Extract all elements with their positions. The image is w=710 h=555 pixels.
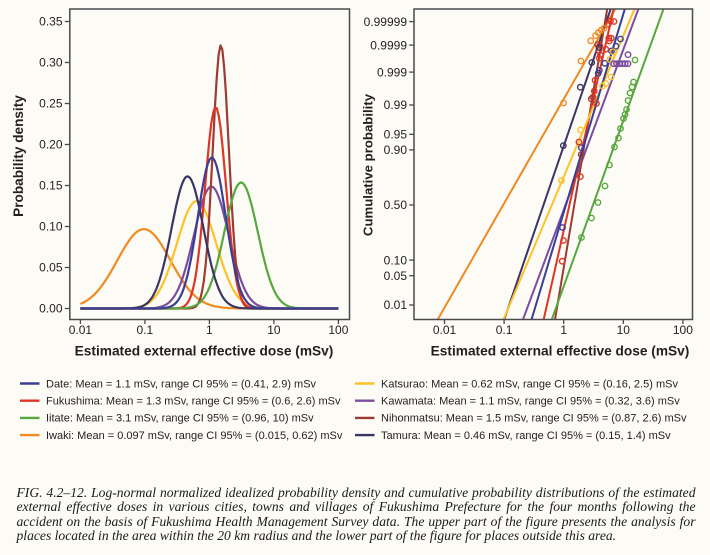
svg-text:0.00: 0.00 — [39, 302, 63, 316]
svg-text:Tamura: Mean = 0.46 mSv, range: Tamura: Mean = 0.46 mSv, range CI 95% = … — [381, 430, 671, 442]
svg-text:Estimated external effective d: Estimated external effective dose (mSv) — [431, 344, 690, 359]
svg-text:1: 1 — [560, 323, 567, 337]
svg-text:Iitate: Mean = 3.1 mSv, range: Iitate: Mean = 3.1 mSv, range CI 95% = (… — [46, 413, 314, 425]
svg-text:Iwaki: Mean = 0.097 mSv, range: Iwaki: Mean = 0.097 mSv, range CI 95% = … — [46, 430, 343, 442]
svg-text:0.1: 0.1 — [137, 323, 154, 337]
svg-text:Cumulative probability: Cumulative probability — [361, 93, 376, 236]
svg-text:1: 1 — [206, 323, 213, 337]
svg-text:Estimated external effective d: Estimated external effective dose (mSv) — [75, 344, 334, 359]
svg-text:0.50: 0.50 — [384, 198, 408, 212]
svg-text:Nihonmatsu: Mean = 1.5 mSv, ra: Nihonmatsu: Mean = 1.5 mSv, range CI 95%… — [381, 413, 687, 425]
svg-text:Fukushima: Mean = 1.3 mSv, ran: Fukushima: Mean = 1.3 mSv, range CI 95% … — [46, 396, 341, 408]
svg-text:0.999: 0.999 — [377, 65, 407, 79]
svg-text:0.10: 0.10 — [39, 220, 63, 234]
svg-text:0.25: 0.25 — [39, 97, 63, 111]
svg-text:0.1: 0.1 — [496, 323, 513, 337]
svg-text:0.99999: 0.99999 — [364, 15, 408, 29]
svg-text:0.01: 0.01 — [69, 323, 93, 337]
svg-text:0.10: 0.10 — [384, 253, 408, 267]
svg-text:0.01: 0.01 — [384, 298, 408, 312]
svg-text:0.99: 0.99 — [384, 98, 408, 112]
svg-text:0.05: 0.05 — [39, 261, 63, 275]
svg-text:0.90: 0.90 — [384, 143, 408, 157]
svg-text:Date: Mean = 1.1 mSv, range CI: Date: Mean = 1.1 mSv, range CI 95% = (0.… — [46, 378, 317, 390]
svg-text:100: 100 — [673, 323, 693, 337]
svg-text:0.15: 0.15 — [39, 179, 63, 193]
svg-text:Katsurao: Mean = 0.62 mSv, ran: Katsurao: Mean = 0.62 mSv, range CI 95% … — [381, 378, 678, 390]
svg-text:10: 10 — [267, 323, 281, 337]
svg-text:0.05: 0.05 — [384, 269, 408, 283]
svg-text:10: 10 — [617, 323, 631, 337]
svg-text:Probability density: Probability density — [11, 95, 26, 217]
svg-text:0.35: 0.35 — [39, 15, 63, 29]
svg-text:100: 100 — [328, 323, 348, 337]
svg-text:0.9999: 0.9999 — [370, 38, 407, 52]
svg-text:0.20: 0.20 — [39, 138, 63, 152]
svg-text:Kawamata: Mean = 1.1 mSv, rang: Kawamata: Mean = 1.1 mSv, range CI 95% =… — [381, 396, 680, 408]
svg-text:0.01: 0.01 — [433, 323, 457, 337]
svg-text:0.30: 0.30 — [39, 56, 63, 70]
svg-text:0.95: 0.95 — [384, 128, 408, 142]
